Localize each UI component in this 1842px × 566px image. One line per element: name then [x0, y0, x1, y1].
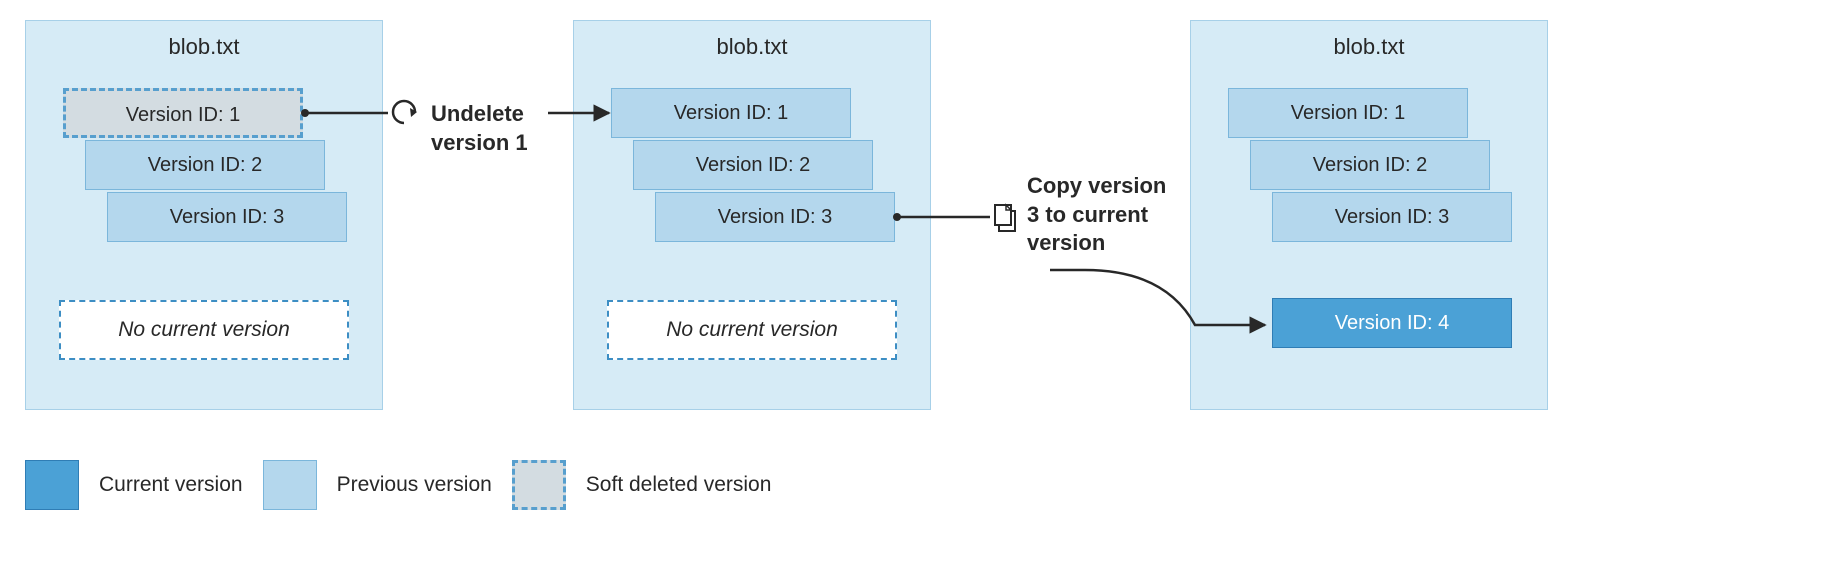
version-box: Version ID: 3	[1272, 192, 1512, 242]
no-current-placeholder: No current version	[59, 300, 349, 360]
no-current-placeholder: No current version	[607, 300, 897, 360]
legend-swatch-previous	[263, 460, 317, 510]
version-box: Version ID: 3	[655, 192, 895, 242]
legend-swatch-deleted	[512, 460, 566, 510]
version-box: Version ID: 1	[611, 88, 851, 138]
action-copy-line1: Copy version	[1027, 173, 1166, 198]
panel-title: blob.txt	[573, 34, 931, 60]
action-undelete-line2: version 1	[431, 130, 528, 155]
legend-swatch-current	[25, 460, 79, 510]
panel-title: blob.txt	[1190, 34, 1548, 60]
action-copy-line3: version	[1027, 230, 1105, 255]
version-box: Version ID: 1	[1228, 88, 1468, 138]
legend-label: Soft deleted version	[586, 473, 772, 497]
action-undelete-line1: Undelete	[431, 101, 524, 126]
panel-3: blob.txt Version ID: 1 Version ID: 2 Ver…	[1190, 20, 1548, 410]
version-box: Version ID: 3	[107, 192, 347, 242]
copy-icon	[995, 205, 1015, 231]
legend-label: Current version	[99, 473, 243, 497]
diagram-stage: blob.txt Version ID: 1 Version ID: 2 Ver…	[25, 20, 1817, 540]
action-copy-label: Copy version 3 to current version	[1027, 172, 1166, 258]
version-box: Version ID: 2	[633, 140, 873, 190]
version-box: Version ID: 2	[85, 140, 325, 190]
action-undelete-label: Undelete version 1	[431, 100, 528, 157]
version-box: Version ID: 1	[63, 88, 303, 138]
action-copy-line2: 3 to current	[1027, 202, 1148, 227]
version-box-current: Version ID: 4	[1272, 298, 1512, 348]
legend-label: Previous version	[337, 473, 492, 497]
legend: Current version Previous version Soft de…	[25, 460, 771, 510]
panel-2: blob.txt Version ID: 1 Version ID: 2 Ver…	[573, 20, 931, 410]
panel-title: blob.txt	[25, 34, 383, 60]
version-box: Version ID: 2	[1250, 140, 1490, 190]
panel-1: blob.txt Version ID: 1 Version ID: 2 Ver…	[25, 20, 383, 410]
